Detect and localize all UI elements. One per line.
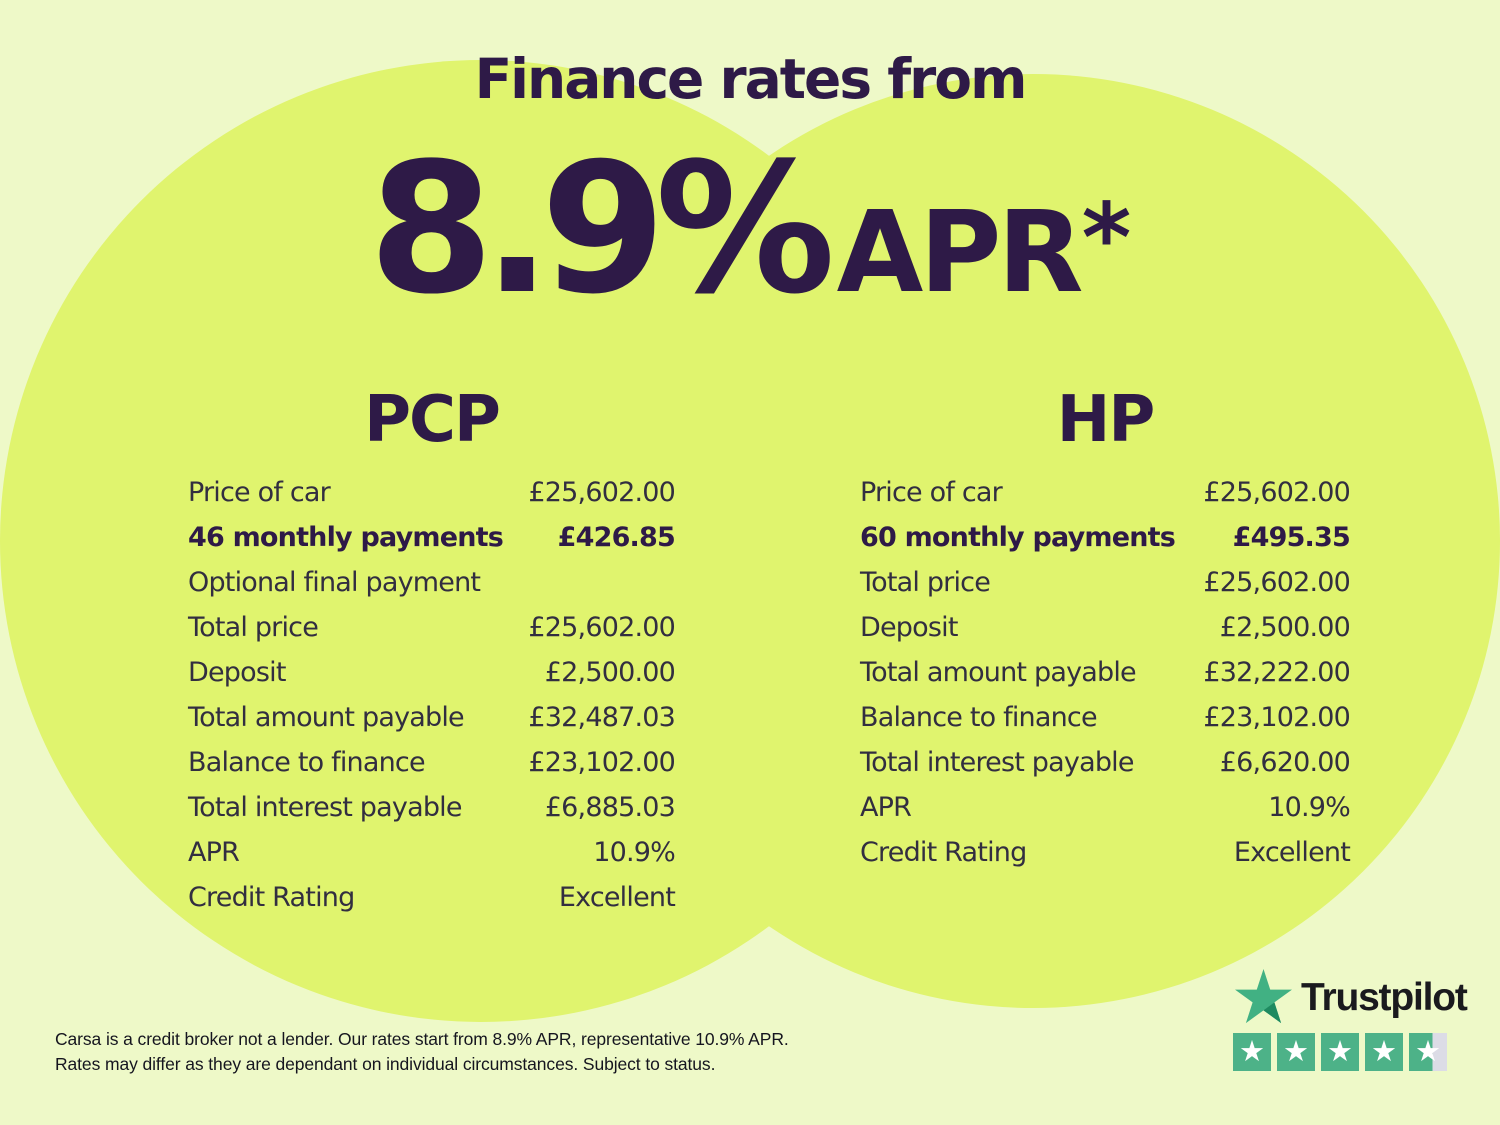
table-row: 60 monthly payments £495.35 — [860, 515, 1351, 560]
row-label: Total amount payable — [188, 702, 465, 733]
rate-unit: APR — [836, 188, 1084, 318]
trustpilot-stars: ★ ★ ★ ★ ★ — [1233, 1033, 1447, 1071]
rate-asterisk: * — [1081, 184, 1132, 294]
rating-star-box: ★ — [1321, 1033, 1359, 1071]
table-row: Balance to finance £23,102.00 — [188, 740, 676, 785]
row-label: Balance to finance — [188, 747, 426, 778]
row-value: £426.85 — [557, 522, 676, 553]
row-value: £495.35 — [1232, 522, 1351, 553]
table-row: Total amount payable £32,487.03 — [188, 695, 676, 740]
row-value: £25,602.00 — [528, 477, 675, 508]
table-row: Total amount payable £32,222.00 — [860, 650, 1351, 695]
row-value: 10.9% — [593, 837, 676, 868]
table-row: 46 monthly payments £426.85 — [188, 515, 676, 560]
row-label: Total interest payable — [860, 747, 1134, 778]
table-row: Credit Rating Excellent — [860, 830, 1351, 875]
row-value: £23,102.00 — [1203, 702, 1350, 733]
row-label: Price of car — [860, 477, 1003, 508]
row-label: 60 monthly payments — [860, 522, 1176, 553]
row-label: APR — [860, 792, 912, 823]
disclaimer-line-2: Rates may differ as they are dependant o… — [55, 1054, 716, 1074]
background-circle-right — [566, 74, 1500, 1008]
table-row: APR 10.9% — [188, 830, 676, 875]
pcp-table: PCP Price of car £25,602.00 46 monthly pay… — [188, 383, 676, 920]
row-value: Excellent — [1233, 837, 1351, 868]
row-label: Optional final payment — [188, 567, 481, 598]
rating-star-box: ★ — [1409, 1033, 1447, 1071]
hp-table: HP Price of car £25,602.00 60 monthly paym… — [860, 383, 1351, 875]
pcp-rows: Price of car £25,602.00 46 monthly payment… — [188, 470, 676, 920]
row-label: Price of car — [188, 477, 331, 508]
table-row: Deposit £2,500.00 — [188, 650, 676, 695]
row-label: Deposit — [860, 612, 958, 643]
row-label: Balance to finance — [860, 702, 1098, 733]
table-row: APR 10.9% — [860, 785, 1351, 830]
row-label: 46 monthly payments — [188, 522, 504, 553]
row-value: £25,602.00 — [528, 612, 675, 643]
table-row: Price of car £25,602.00 — [860, 470, 1351, 515]
star-icon: ★ — [1327, 1033, 1353, 1068]
row-value: £25,602.00 — [1203, 477, 1350, 508]
row-value: Excellent — [558, 882, 676, 913]
disclaimer-line-1: Carsa is a credit broker not a lender. O… — [55, 1029, 789, 1049]
star-icon: ★ — [1415, 1033, 1441, 1068]
rating-star-box: ★ — [1277, 1033, 1315, 1071]
table-row: Total price £25,602.00 — [188, 605, 676, 650]
star-icon: ★ — [1371, 1033, 1397, 1068]
star-icon: ★ — [1283, 1033, 1309, 1068]
row-label: Deposit — [188, 657, 286, 688]
table-row: Credit Rating Excellent — [188, 875, 676, 920]
page-title: Finance rates from — [474, 47, 1028, 111]
row-value: £2,500.00 — [1219, 612, 1351, 643]
row-label: Credit Rating — [860, 837, 1027, 868]
row-value: £23,102.00 — [528, 747, 675, 778]
row-value: £6,885.03 — [544, 792, 676, 823]
table-row: Total interest payable £6,885.03 — [188, 785, 676, 830]
row-label: Credit Rating — [188, 882, 355, 913]
rate-value: 8.9% — [368, 125, 836, 334]
star-icon: ★ — [1239, 1033, 1265, 1068]
table-row: Balance to finance £23,102.00 — [860, 695, 1351, 740]
hp-rows: Price of car £25,602.00 60 monthly payment… — [860, 470, 1351, 875]
row-label: Total interest payable — [188, 792, 462, 823]
row-label: Total price — [188, 612, 319, 643]
row-label: APR — [188, 837, 240, 868]
trustpilot-wordmark: Trustpilot — [1301, 976, 1468, 1019]
row-label: Total amount payable — [860, 657, 1137, 688]
table-row: Deposit £2,500.00 — [860, 605, 1351, 650]
table-row: Total price £25,602.00 — [860, 560, 1351, 605]
headline-rate: 8.9% APR * — [0, 140, 1500, 320]
pcp-heading: PCP — [364, 383, 501, 457]
table-row: Price of car £25,602.00 — [188, 470, 676, 515]
row-value: £2,500.00 — [544, 657, 676, 688]
hp-heading: HP — [1056, 383, 1155, 457]
trustpilot-logo: Trustpilot — [1235, 969, 1468, 1026]
disclaimer: Carsa is a credit broker not a lender. O… — [55, 1027, 789, 1077]
rating-star-box: ★ — [1365, 1033, 1403, 1071]
table-row: Total interest payable £6,620.00 — [860, 740, 1351, 785]
row-value: £25,602.00 — [1203, 567, 1350, 598]
trustpilot-star-icon — [1235, 969, 1292, 1024]
row-value: £32,222.00 — [1203, 657, 1350, 688]
rating-star-box: ★ — [1233, 1033, 1271, 1071]
table-row: Optional final payment — [188, 560, 675, 605]
row-label: Total price — [860, 567, 991, 598]
row-value: 10.9% — [1268, 792, 1351, 823]
row-value: £6,620.00 — [1219, 747, 1351, 778]
row-value: £32,487.03 — [528, 702, 675, 733]
